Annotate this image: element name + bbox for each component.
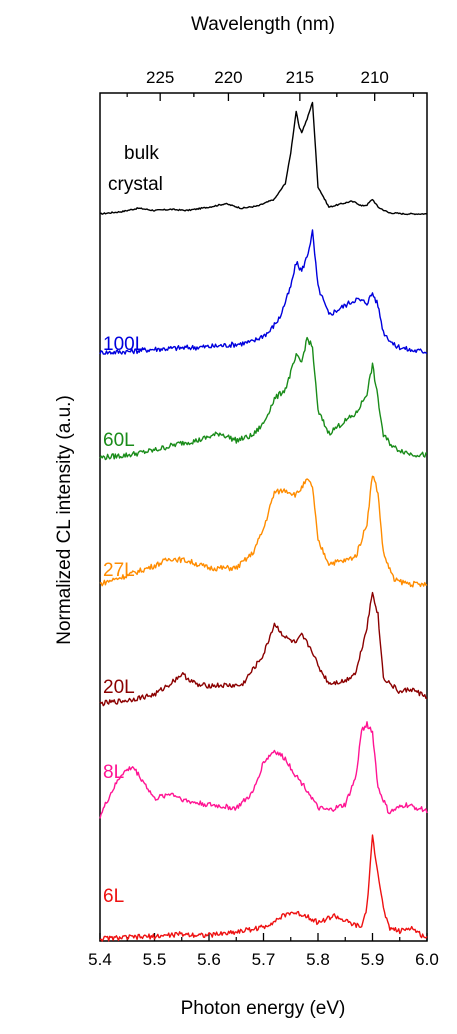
series-line-60l bbox=[99, 336, 428, 461]
series-lines-group bbox=[99, 101, 428, 942]
series-line-27l bbox=[99, 475, 428, 588]
energy-tick-label: 6.0 bbox=[415, 950, 439, 969]
series-label-100l: 100L bbox=[103, 334, 145, 355]
wavelength-axis-title: Wavelength (nm) bbox=[191, 14, 335, 35]
series-label-line: 20L bbox=[103, 677, 135, 698]
series-label-60l: 60L bbox=[103, 430, 135, 451]
energy-tick-label: 5.9 bbox=[361, 950, 385, 969]
top-axis-title-group: Wavelength (nm) bbox=[191, 14, 335, 35]
series-label-line: 27L bbox=[103, 560, 135, 581]
wavelength-tick-label: 215 bbox=[286, 68, 314, 87]
series-line-bulk-crystal bbox=[99, 101, 428, 216]
y-axis-title-group: Normalized CL intensity (a.u.) bbox=[54, 395, 75, 645]
series-label-line: bulk bbox=[124, 143, 159, 164]
energy-tick-label: 5.6 bbox=[197, 950, 221, 969]
plot-frame-group bbox=[99, 92, 428, 942]
series-line-20l bbox=[99, 591, 428, 707]
wavelength-tick-label: 210 bbox=[360, 68, 388, 87]
bottom-axis-title-group: Photon energy (eV) bbox=[181, 998, 346, 1019]
tick-marks-group: 5.4 5.5 5.6 5.7 5.8 5.9 6.0 225 220 215 210 bbox=[88, 68, 439, 969]
series-line-100l bbox=[99, 229, 428, 355]
series-label-bulk-crystal: bulk crystal bbox=[108, 143, 163, 195]
series-line-8l bbox=[99, 721, 428, 819]
series-label-line: 8L bbox=[103, 762, 124, 783]
series-label-line: 100L bbox=[103, 334, 145, 355]
series-label-8l: 8L bbox=[103, 762, 124, 783]
energy-tick-label: 5.5 bbox=[143, 950, 167, 969]
cl-intensity-axis-title: Normalized CL intensity (a.u.) bbox=[54, 395, 75, 645]
wavelength-tick-label: 220 bbox=[214, 68, 242, 87]
series-label-20l: 20L bbox=[103, 677, 135, 698]
energy-tick-label: 5.8 bbox=[306, 950, 330, 969]
energy-tick-label: 5.7 bbox=[252, 950, 276, 969]
series-line-6l bbox=[99, 834, 428, 942]
series-labels-group: bulk crystal 100L 60L 27L 20L 8L 6L bbox=[103, 143, 163, 907]
series-label-line: 60L bbox=[103, 430, 135, 451]
series-label-6l: 6L bbox=[103, 886, 124, 907]
energy-tick-label: 5.4 bbox=[88, 950, 112, 969]
series-label-line: 6L bbox=[103, 886, 124, 907]
wavelength-tick-label: 225 bbox=[146, 68, 174, 87]
series-label-27l: 27L bbox=[103, 560, 135, 581]
series-label-line: crystal bbox=[108, 174, 163, 195]
photon-energy-axis-title: Photon energy (eV) bbox=[181, 998, 346, 1019]
plot-frame bbox=[99, 92, 428, 942]
